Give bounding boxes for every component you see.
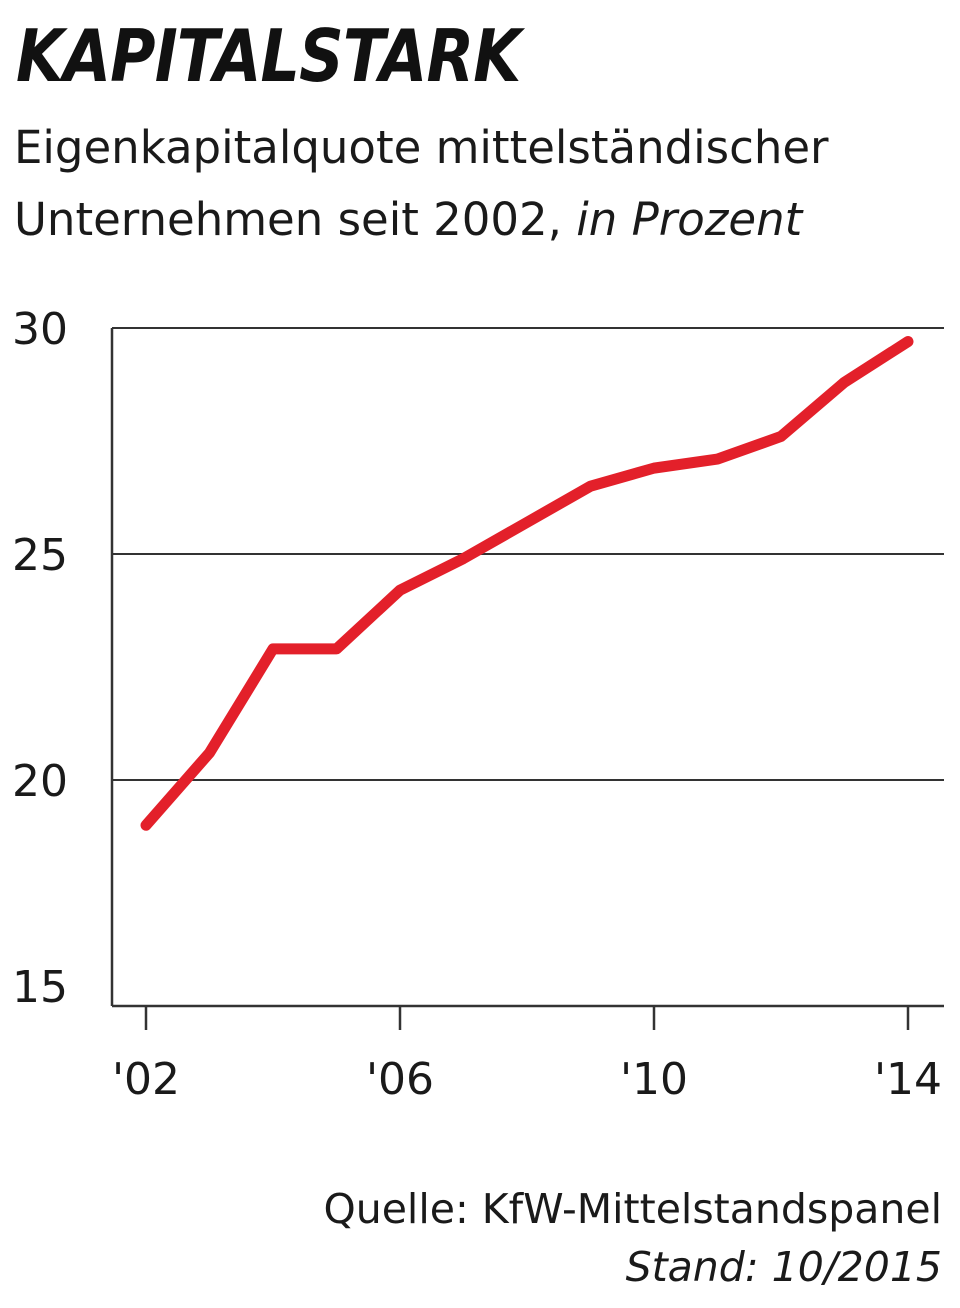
stand-date: Stand: 10/2015 (625, 1243, 942, 1291)
series-line-0 (140, 336, 914, 831)
subtitle-text: Unternehmen seit 2002, (14, 193, 562, 246)
y-tick-label-30: 30 (12, 304, 68, 355)
y-tick-label-25: 25 (12, 530, 68, 581)
x-tick-label-2006: '06 (366, 1054, 434, 1105)
subtitle-line-2: Unternehmen seit 2002, in Prozent (14, 184, 954, 256)
y-tick-label-20: 20 (12, 756, 68, 807)
y-tick-label-15: 15 (12, 962, 68, 1013)
source-note: Quelle: KfW-Mittelstandspanel Stand: 10/… (323, 1180, 942, 1296)
line-chart: 15 20 25 30 '02 '06 '10 '14 (12, 304, 944, 1105)
x-tick-label-2010: '10 (620, 1054, 688, 1105)
x-tick-label-2002: '02 (112, 1054, 180, 1105)
subtitle-unit: in Prozent (576, 193, 803, 246)
chart-title: KAPITALSTARK (16, 14, 521, 98)
chart-subtitle: Eigenkapitalquote mittelständischer Unte… (14, 112, 954, 256)
source-text: Quelle: KfW-Mittelstandspanel (323, 1185, 942, 1233)
x-tick-label-2014: '14 (874, 1054, 942, 1105)
subtitle-line-1: Eigenkapitalquote mittelständischer (14, 121, 829, 174)
